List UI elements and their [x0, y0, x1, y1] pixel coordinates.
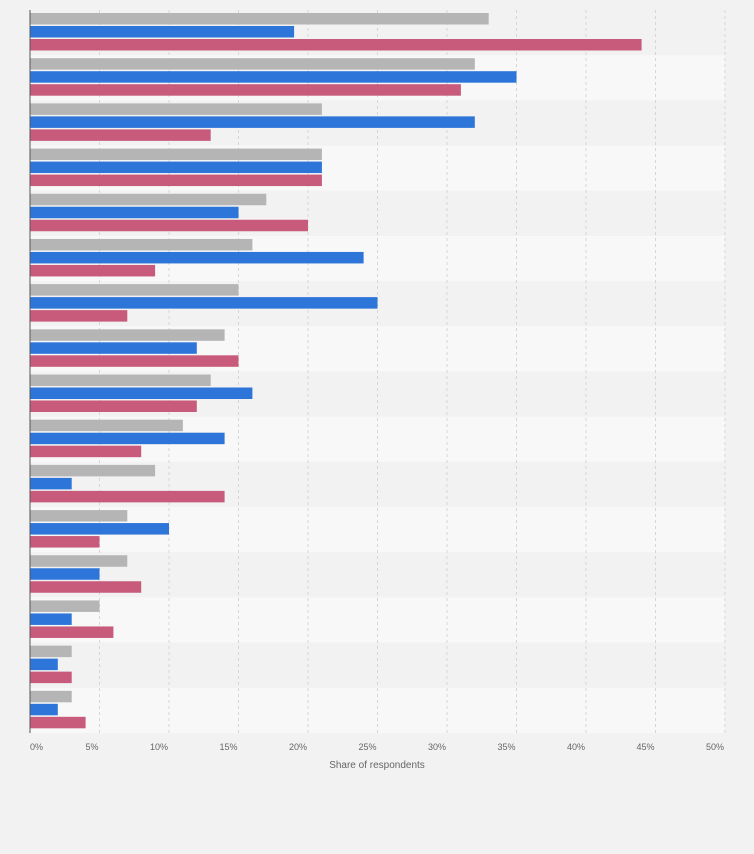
- bar-series-1-row-11[interactable]: [30, 464, 156, 477]
- x-tick-label: 0%: [30, 742, 43, 752]
- bar-series-1-row-3[interactable]: [30, 103, 322, 115]
- bar-series-1-row-12[interactable]: [30, 510, 128, 522]
- bar-series-3-row-10[interactable]: [30, 445, 142, 458]
- bar-series-2-row-6[interactable]: [30, 251, 364, 264]
- bar-series-1-row-9[interactable]: [30, 374, 211, 387]
- bar-series-3-row-2[interactable]: [30, 84, 461, 96]
- bar-series-2-row-11[interactable]: [30, 477, 72, 490]
- bar-series-1-row-16[interactable]: [30, 690, 72, 703]
- bar-series-1-row-7[interactable]: [30, 284, 239, 296]
- bar-series-3-row-16[interactable]: [30, 716, 86, 729]
- bar-series-2-row-9[interactable]: [30, 387, 253, 400]
- bar-series-2-row-15[interactable]: [30, 658, 58, 671]
- bar-series-3-row-14[interactable]: [30, 626, 114, 638]
- bar-series-2-row-14[interactable]: [30, 613, 72, 625]
- x-tick-label: 50%: [706, 742, 724, 752]
- bar-series-3-row-6[interactable]: [30, 264, 156, 277]
- bar-series-3-row-7[interactable]: [30, 310, 128, 322]
- x-axis-label: Share of respondents: [329, 760, 425, 771]
- bar-series-1-row-4[interactable]: [30, 148, 322, 161]
- bar-series-2-row-4[interactable]: [30, 161, 322, 174]
- bar-series-1-row-8[interactable]: [30, 329, 225, 341]
- bar-series-1-row-14[interactable]: [30, 600, 100, 612]
- x-tick-label: 30%: [428, 742, 446, 752]
- bar-series-3-row-15[interactable]: [30, 671, 72, 684]
- x-tick-label: 35%: [497, 742, 515, 752]
- bar-series-3-row-8[interactable]: [30, 355, 239, 367]
- bar-series-2-row-1[interactable]: [30, 26, 295, 38]
- x-tick-label: 45%: [636, 742, 654, 752]
- bar-series-3-row-3[interactable]: [30, 129, 211, 141]
- bar-series-2-row-8[interactable]: [30, 342, 197, 354]
- bar-series-2-row-3[interactable]: [30, 116, 475, 128]
- bar-series-3-row-13[interactable]: [30, 581, 142, 593]
- bar-series-2-row-13[interactable]: [30, 568, 100, 580]
- x-tick-label: 5%: [85, 742, 98, 752]
- bar-series-3-row-4[interactable]: [30, 174, 322, 187]
- bar-series-2-row-16[interactable]: [30, 703, 58, 716]
- bar-series-1-row-1[interactable]: [30, 13, 489, 25]
- gridlines: [99, 10, 726, 733]
- x-tick-label: 20%: [289, 742, 307, 752]
- bar-series-3-row-12[interactable]: [30, 536, 100, 548]
- bar-series-1-row-5[interactable]: [30, 193, 267, 206]
- bars: [30, 13, 642, 729]
- bar-series-3-row-11[interactable]: [30, 490, 225, 503]
- bar-series-2-row-12[interactable]: [30, 523, 169, 535]
- bar-series-1-row-13[interactable]: [30, 555, 128, 567]
- bar-series-2-row-2[interactable]: [30, 71, 517, 83]
- bar-series-1-row-2[interactable]: [30, 58, 475, 70]
- bar-series-2-row-10[interactable]: [30, 432, 225, 445]
- x-tick-label: 15%: [219, 742, 237, 752]
- bar-series-1-row-6[interactable]: [30, 238, 253, 251]
- bar-series-2-row-5[interactable]: [30, 206, 239, 219]
- bar-series-3-row-9[interactable]: [30, 400, 197, 413]
- bar-series-3-row-5[interactable]: [30, 219, 308, 232]
- bar-series-2-row-7[interactable]: [30, 297, 378, 309]
- bar-series-1-row-15[interactable]: [30, 645, 72, 658]
- x-tick-label: 10%: [150, 742, 168, 752]
- x-tick-labels: 0% 5% 10% 15% 20% 25% 30% 35% 40% 45% 50%: [30, 742, 724, 752]
- bar-series-1-row-10[interactable]: [30, 419, 183, 432]
- x-tick-label: 40%: [567, 742, 585, 752]
- x-tick-label: 25%: [358, 742, 376, 752]
- bar-series-3-row-1[interactable]: [30, 39, 642, 51]
